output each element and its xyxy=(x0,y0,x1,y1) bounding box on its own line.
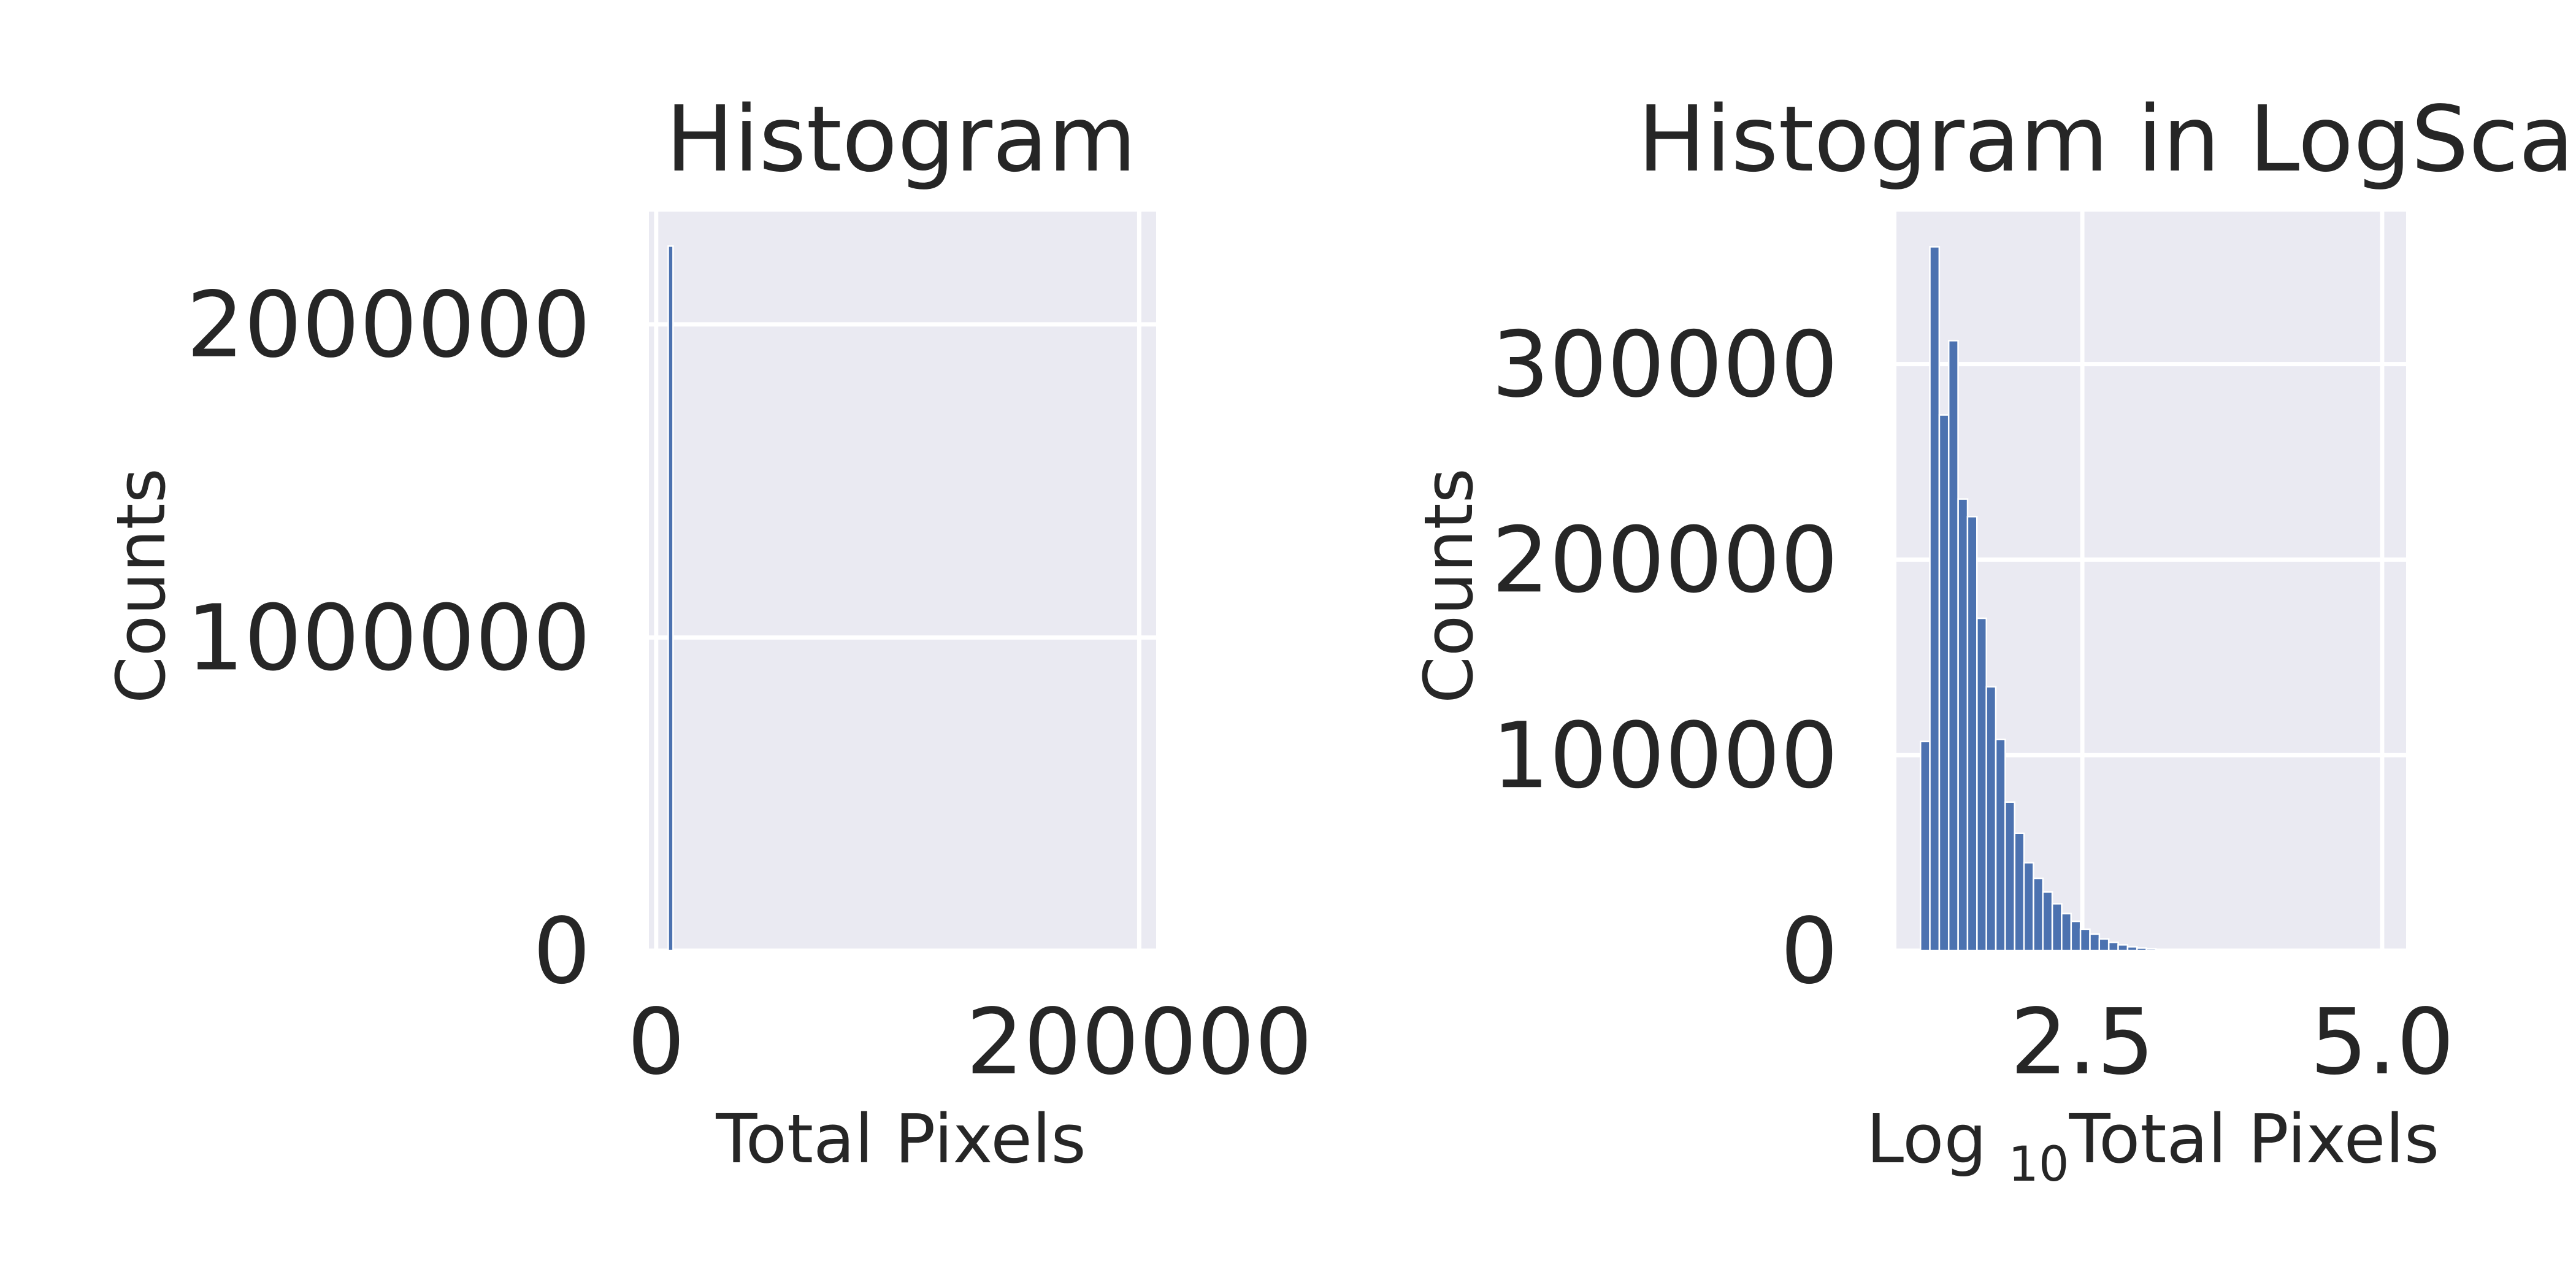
histogram-bar xyxy=(2014,832,2025,952)
chart-title: Histogram in LogScale xyxy=(1638,86,2576,192)
histogram-bar xyxy=(2145,948,2157,952)
y-tick-label: 200000 xyxy=(1492,507,1838,613)
y-tick-label: 2000000 xyxy=(186,272,591,378)
histogram-bar xyxy=(2042,891,2053,952)
bars xyxy=(1920,246,2289,952)
histogram-bar xyxy=(1938,414,1950,952)
bars xyxy=(667,245,674,952)
histogram-bar xyxy=(2023,862,2034,952)
histogram-bar xyxy=(2070,920,2082,952)
x-tick-label: 2.5 xyxy=(2010,989,2154,1095)
histogram-bar xyxy=(2174,949,2185,952)
y-tick-label: 0 xyxy=(533,899,591,1004)
plot-area xyxy=(649,212,1156,951)
histogram-bar xyxy=(1976,617,1987,952)
histogram-bar xyxy=(1957,498,1969,952)
x-tick-label: 0 xyxy=(627,989,685,1095)
y-axis-label: Counts xyxy=(102,468,180,703)
histogram-bar xyxy=(2061,913,2072,952)
histogram-bar xyxy=(1995,738,2006,952)
y-tick-label: 100000 xyxy=(1492,703,1838,808)
x-tick-label: 200000 xyxy=(966,989,1313,1095)
gridlines xyxy=(649,212,1156,953)
x-tick-label: 5.0 xyxy=(2310,989,2454,1095)
histogram-bar xyxy=(1985,686,1997,952)
histogram-bar xyxy=(1947,340,1959,952)
histogram-bar xyxy=(2004,801,2015,952)
histogram-bar xyxy=(2126,946,2138,952)
histogram-bar xyxy=(2136,947,2147,952)
x-axis-label: Log 10Total Pixels xyxy=(1866,1100,2439,1192)
x-axis-label-prefix: Log xyxy=(1866,1100,2008,1178)
histogram-panel: 0 1000000 2000000 0 200000 Histogram Total P… xyxy=(102,86,1313,1178)
histogram-bar xyxy=(2117,944,2129,952)
histogram-bar xyxy=(2079,928,2091,952)
histogram-bar xyxy=(2089,933,2101,952)
histogram-bar xyxy=(2051,903,2063,952)
histogram-bar xyxy=(2164,949,2175,952)
x-axis-label: Total Pixels xyxy=(715,1100,1086,1178)
y-tick-label: 1000000 xyxy=(186,585,591,691)
x-axis-label-suffix: Total Pixels xyxy=(2069,1100,2440,1178)
histogram-bar xyxy=(1966,516,1978,952)
histogram-bar xyxy=(2098,938,2110,952)
histogram-bar xyxy=(2033,877,2044,952)
chart-title: Histogram xyxy=(665,86,1137,192)
histogram-bar xyxy=(667,245,674,952)
histogram-bar xyxy=(1920,740,1931,952)
log-histogram-panel: 0 100000 200000 300000 2.5 5.0 Histogram in L… xyxy=(1409,86,2576,1192)
histogram-bar xyxy=(2155,948,2166,952)
tick-labels: 0 100000 200000 300000 2.5 5.0 xyxy=(1492,312,2455,1095)
histogram-bar xyxy=(1929,246,1941,952)
y-tick-label: 300000 xyxy=(1492,312,1838,418)
y-axis-label: Counts xyxy=(1409,468,1488,703)
tick-labels: 0 1000000 2000000 0 200000 xyxy=(186,272,1313,1095)
y-tick-label: 0 xyxy=(1781,899,1838,1004)
x-axis-label-subscript: 10 xyxy=(2008,1137,2069,1192)
histogram-bar xyxy=(2107,941,2119,952)
